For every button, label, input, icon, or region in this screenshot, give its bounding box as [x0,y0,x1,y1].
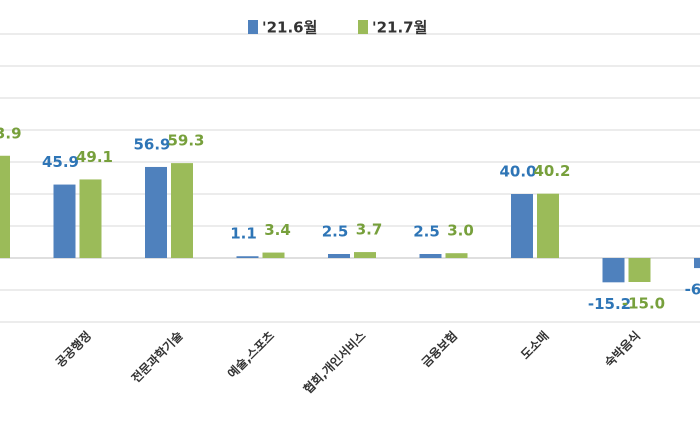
value-label: 56.9 [133,135,170,153]
bar [0,155,10,258]
value-label: -6.3 [685,281,700,299]
bar [445,253,468,258]
bar [79,179,102,258]
value-label: 49.1 [76,148,113,166]
x-tick-label: 전문과학기술 [128,328,185,385]
value-label: 1.1 [230,225,257,243]
bar [602,258,625,283]
value-label: 2.5 [322,223,349,241]
bar [328,254,350,258]
bar [53,184,76,258]
bar [236,256,259,258]
legend-swatch [248,20,258,34]
bar [171,163,193,258]
x-tick-label: 예술,스포츠 [224,328,277,381]
legend-label: '21.6월 [262,19,317,37]
value-label: 3.0 [447,222,474,240]
value-label: 45.9 [42,153,79,171]
x-tick-label: 협회,개인서비스 [300,328,368,396]
bar [537,193,559,258]
bar [628,258,651,282]
x-tick-label: 도소매 [518,328,552,362]
value-label: 40.0 [499,163,536,181]
bar [354,252,376,258]
value-label: 2.5 [413,223,440,241]
value-label: 3.7 [356,221,383,239]
value-label: -15.0 [622,295,665,313]
legend-swatch [358,20,368,34]
value-label: 59.3 [167,132,204,150]
bar [511,194,533,258]
value-label: 63.9 [0,124,22,142]
bar [419,254,442,258]
x-tick-label: 숙박음식 [601,328,643,370]
bar [145,166,167,258]
x-tick-label: 금융보험 [418,328,460,370]
bar [694,258,700,269]
bar [262,252,285,258]
value-label: 40.2 [533,162,570,180]
legend-label: '21.7월 [372,19,427,37]
value-label: -15.2 [588,295,631,313]
x-tick-label: 공공행정 [52,328,94,370]
value-label: 3.4 [264,221,291,239]
